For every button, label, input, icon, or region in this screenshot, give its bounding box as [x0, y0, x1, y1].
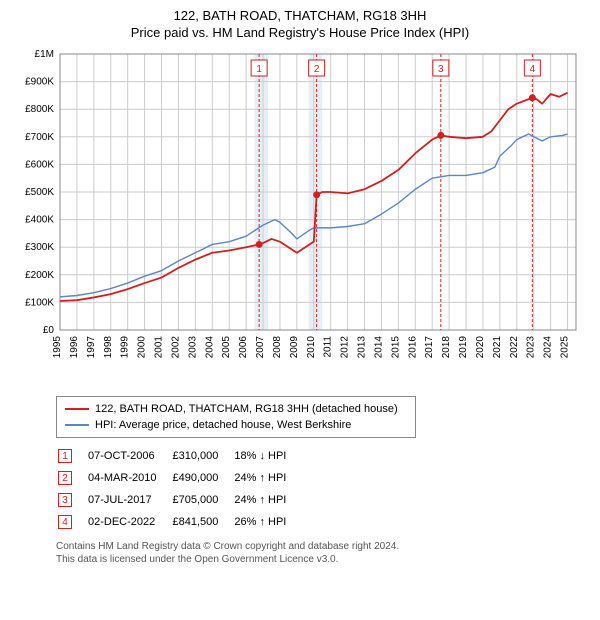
chart-area: £0 £100K £200K £300K £400K £500K £600K £700K £80… [12, 48, 588, 388]
svg-text:2013: 2013 [357, 336, 368, 359]
footer: Contains HM Land Registry data © Crown c… [56, 540, 588, 566]
event-price: £705,000 [172, 490, 232, 510]
event-delta: 26% ↑ HPI [234, 512, 300, 532]
svg-text:2014: 2014 [373, 336, 384, 359]
svg-text:1997: 1997 [86, 336, 97, 359]
svg-text:1996: 1996 [69, 336, 80, 359]
event-date: 04-MAR-2010 [88, 468, 170, 488]
event-delta: 18% ↓ HPI [234, 446, 300, 466]
legend-label-property: 122, BATH ROAD, THATCHAM, RG18 3HH (deta… [95, 403, 398, 415]
table-row: 2 04-MAR-2010£490,00024% ↑ HPI [58, 468, 300, 488]
legend: 122, BATH ROAD, THATCHAM, RG18 3HH (deta… [56, 396, 416, 438]
event-price: £841,500 [172, 512, 232, 532]
svg-text:2017: 2017 [424, 336, 435, 359]
svg-text:2015: 2015 [390, 336, 401, 359]
table-row: 3 07-JUL-2017£705,00024% ↑ HPI [58, 490, 300, 510]
svg-text:2004: 2004 [204, 336, 215, 359]
legend-row-hpi: HPI: Average price, detached house, West… [65, 417, 407, 433]
svg-text:2005: 2005 [221, 336, 232, 359]
svg-text:3: 3 [438, 64, 444, 75]
svg-text:2000: 2000 [137, 336, 148, 359]
svg-text:1995: 1995 [52, 336, 63, 359]
svg-text:2008: 2008 [272, 336, 283, 359]
svg-text:2: 2 [314, 64, 320, 75]
svg-text:2012: 2012 [340, 336, 351, 359]
footer-line2: This data is licensed under the Open Gov… [56, 553, 588, 566]
svg-text:2011: 2011 [323, 336, 334, 358]
event-date: 07-OCT-2006 [88, 446, 170, 466]
svg-text:2001: 2001 [154, 336, 165, 359]
event-price: £490,000 [172, 468, 232, 488]
event-date: 07-JUL-2017 [88, 490, 170, 510]
legend-row-property: 122, BATH ROAD, THATCHAM, RG18 3HH (deta… [65, 401, 407, 417]
event-marker-box: 3 [58, 493, 72, 507]
table-row: 1 07-OCT-2006£310,00018% ↓ HPI [58, 446, 300, 466]
svg-text:2006: 2006 [238, 336, 249, 359]
event-date: 02-DEC-2022 [88, 512, 170, 532]
svg-text:2023: 2023 [526, 336, 537, 359]
event-marker-box: 1 [58, 449, 72, 463]
svg-text:£700K: £700K [25, 132, 54, 143]
event-delta: 24% ↑ HPI [234, 468, 300, 488]
svg-text:2010: 2010 [306, 336, 317, 359]
svg-text:£200K: £200K [25, 270, 54, 281]
legend-label-hpi: HPI: Average price, detached house, West… [95, 419, 351, 431]
svg-text:£1M: £1M [35, 49, 54, 60]
svg-text:2018: 2018 [441, 336, 452, 359]
chart-container: 122, BATH ROAD, THATCHAM, RG18 3HH Price… [0, 0, 600, 620]
legend-swatch-property [65, 408, 89, 410]
svg-text:2016: 2016 [407, 336, 418, 359]
svg-text:£500K: £500K [25, 187, 54, 198]
svg-text:2007: 2007 [255, 336, 266, 359]
event-marker-box: 2 [58, 471, 72, 485]
svg-text:2025: 2025 [560, 336, 571, 359]
event-marker-box: 4 [58, 515, 72, 529]
footer-line1: Contains HM Land Registry data © Crown c… [56, 540, 588, 553]
svg-text:1998: 1998 [103, 336, 114, 359]
svg-text:2022: 2022 [509, 336, 520, 359]
event-price: £310,000 [172, 446, 232, 466]
svg-text:£400K: £400K [25, 215, 54, 226]
table-row: 4 02-DEC-2022£841,50026% ↑ HPI [58, 512, 300, 532]
svg-text:1999: 1999 [120, 336, 131, 359]
svg-text:2021: 2021 [492, 336, 503, 359]
svg-text:2019: 2019 [458, 336, 469, 359]
svg-text:£600K: £600K [25, 159, 54, 170]
events-table: 1 07-OCT-2006£310,00018% ↓ HPI 2 04-MAR-201… [56, 444, 302, 534]
svg-text:1: 1 [256, 64, 262, 75]
chart-svg: £0 £100K £200K £300K £400K £500K £600K £700K £80… [12, 48, 588, 388]
svg-text:£800K: £800K [25, 104, 54, 115]
legend-swatch-hpi [65, 424, 89, 426]
svg-text:£900K: £900K [25, 77, 54, 88]
svg-text:£0: £0 [43, 325, 55, 336]
title-subtitle: Price paid vs. HM Land Registry's House … [12, 25, 588, 40]
svg-text:£300K: £300K [25, 242, 54, 253]
event-delta: 24% ↑ HPI [234, 490, 300, 510]
svg-text:2020: 2020 [475, 336, 486, 359]
svg-text:4: 4 [530, 64, 536, 75]
title-address: 122, BATH ROAD, THATCHAM, RG18 3HH [12, 8, 588, 23]
svg-text:2009: 2009 [289, 336, 300, 359]
svg-text:2024: 2024 [543, 336, 554, 359]
svg-text:£100K: £100K [25, 297, 54, 308]
titles: 122, BATH ROAD, THATCHAM, RG18 3HH Price… [12, 8, 588, 40]
svg-text:2002: 2002 [170, 336, 181, 359]
svg-text:2003: 2003 [187, 336, 198, 359]
